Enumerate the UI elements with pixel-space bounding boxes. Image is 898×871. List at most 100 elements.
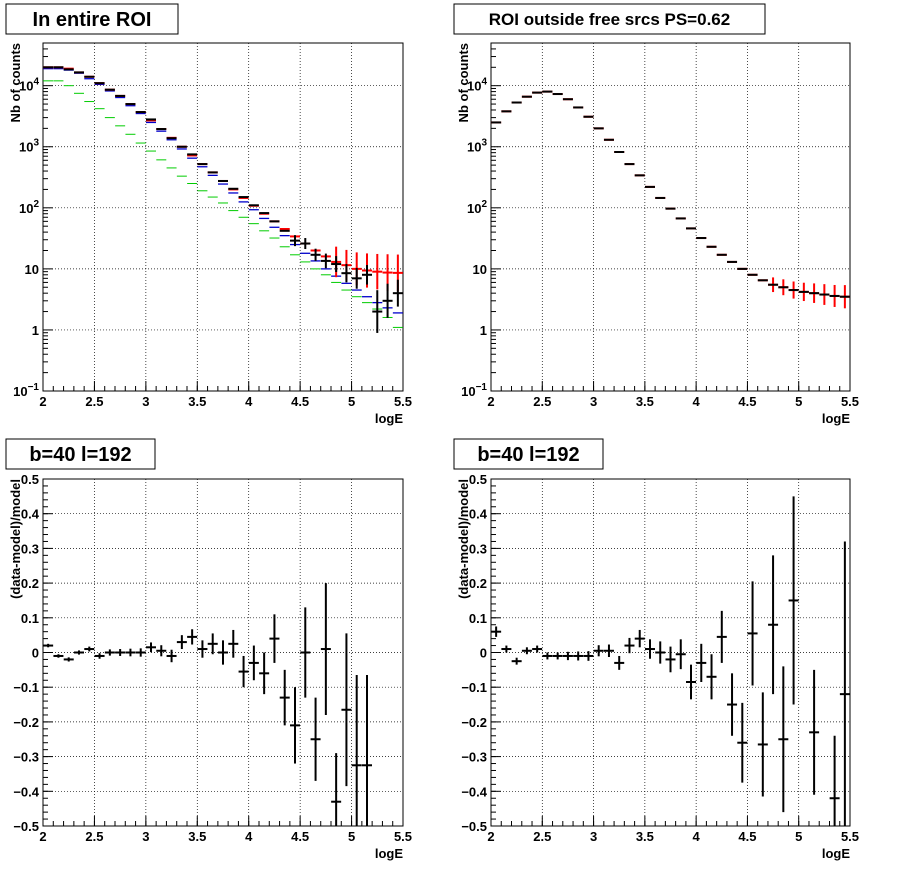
data-point: [310, 697, 321, 781]
x-tick-label: 3.5: [636, 829, 654, 844]
data-point: [392, 279, 403, 307]
y-tick-mantissa: −0.3: [13, 750, 39, 765]
data-point: [269, 614, 280, 663]
data-point: [829, 735, 840, 826]
y-tick-label: 104: [19, 77, 39, 94]
y-tick-label: 0.5: [469, 472, 487, 487]
data-point: [532, 645, 543, 653]
y-tick-mantissa: 1: [480, 323, 487, 338]
x-tick-label: 2.5: [85, 829, 103, 844]
y-tick-mantissa: 0.3: [21, 541, 39, 556]
y-tick-label: 102: [467, 199, 487, 216]
x-tick-label: 2: [39, 394, 46, 409]
y-tick-mantissa: 10: [467, 140, 481, 155]
panel-title-box: [453, 3, 766, 35]
data-point: [706, 654, 717, 700]
x-tick-label: 4.5: [738, 394, 756, 409]
data-point: [839, 541, 850, 826]
y-tick-label: −0.5: [461, 819, 487, 834]
y-tick-label: 0.1: [21, 611, 39, 626]
y-axis-label: (data-model)/model: [456, 479, 471, 599]
y-tick-label: 0.4: [21, 507, 40, 522]
chart-panel-3: 2 2.5 3 3.5 4 4.5 5 5.5 −0.5 −0.4 −0.3 −0.2 −0.1 0 0.1…: [5, 438, 412, 861]
data-series: [43, 66, 403, 333]
y-tick-exponent: 2: [33, 199, 39, 210]
y-tick-label: 10: [473, 262, 487, 277]
y-tick-label: −0.3: [13, 750, 39, 765]
y-tick-exponent: 4: [33, 77, 39, 88]
data-point: [104, 649, 115, 656]
y-tick-mantissa: −0.1: [13, 680, 39, 695]
x-tick-label: 3.5: [188, 829, 206, 844]
data-point: [593, 645, 604, 657]
x-tick-label: 4: [245, 394, 253, 409]
data-point: [197, 640, 208, 658]
data-point: [43, 643, 54, 648]
y-tick-exponent: −1: [28, 382, 40, 393]
y-tick-label: −0.2: [13, 715, 39, 730]
data-series: [491, 496, 850, 826]
data-point: [583, 651, 594, 661]
data-point: [788, 496, 799, 705]
chart-panel-4: 2 2.5 3 3.5 4 4.5 5 5.5 −0.5 −0.4 −0.3 −0.2 −0.1 0 0.1…: [453, 438, 859, 861]
data-point: [207, 633, 218, 655]
y-tick-label: −0.1: [13, 680, 39, 695]
y-tick-mantissa: 0.1: [21, 611, 39, 626]
panel-title-box: [5, 3, 179, 35]
panel-title: ROI outside free srcs PS=0.62: [489, 10, 730, 29]
data-point: [696, 643, 707, 682]
panel-title: In entire ROI: [33, 9, 152, 31]
y-tick-exponent: 2: [481, 199, 487, 210]
data-point: [362, 675, 372, 826]
data-point: [248, 645, 259, 681]
y-tick-mantissa: −0.1: [461, 680, 487, 695]
data-point: [655, 641, 666, 664]
y-tick-label: −0.3: [461, 750, 487, 765]
y-tick-mantissa: −0.4: [461, 784, 487, 799]
data-point: [372, 253, 383, 290]
data-point: [716, 610, 727, 663]
y-tick-label: −0.1: [461, 680, 487, 695]
x-tick-label: 4: [693, 829, 701, 844]
data-point: [279, 669, 290, 726]
plot-frame: [490, 42, 851, 392]
y-tick-label: −0.2: [461, 715, 487, 730]
data-point: [146, 642, 156, 653]
y-tick-label: 103: [19, 138, 39, 155]
x-tick-label: 5: [348, 394, 355, 409]
y-tick-label: 0.1: [469, 611, 487, 626]
data-series: [491, 90, 850, 298]
data-point: [521, 647, 532, 655]
data-point: [259, 652, 270, 695]
y-tick-label: 10−1: [13, 382, 39, 399]
y-tick-mantissa: 0.4: [469, 507, 488, 522]
y-tick-exponent: 3: [33, 138, 39, 149]
data-point: [727, 673, 738, 736]
x-tick-label: 4.5: [291, 394, 309, 409]
data-point: [501, 645, 512, 653]
y-tick-label: −0.4: [461, 784, 487, 799]
x-tick-label: 3: [142, 394, 149, 409]
y-tick-exponent: 4: [481, 77, 487, 88]
data-point: [542, 652, 553, 660]
y-tick-mantissa: 0.1: [469, 611, 487, 626]
data-point: [624, 637, 635, 654]
x-tick-label: 2: [487, 829, 494, 844]
y-tick-mantissa: −0.5: [13, 819, 39, 834]
data-point: [331, 753, 342, 826]
y-tick-mantissa: −0.5: [461, 819, 487, 834]
y-tick-mantissa: 0.4: [21, 507, 40, 522]
data-point: [614, 655, 625, 670]
x-tick-label: 3: [142, 829, 149, 844]
data-point: [341, 633, 352, 787]
y-tick-mantissa: 0.5: [21, 472, 39, 487]
data-point: [552, 652, 563, 660]
data-point: [665, 646, 676, 673]
x-tick-label: 4.5: [738, 829, 756, 844]
data-point: [562, 651, 573, 661]
y-tick-mantissa: 10: [467, 79, 481, 94]
data-point: [218, 640, 228, 665]
x-tick-label: 2.5: [85, 394, 103, 409]
